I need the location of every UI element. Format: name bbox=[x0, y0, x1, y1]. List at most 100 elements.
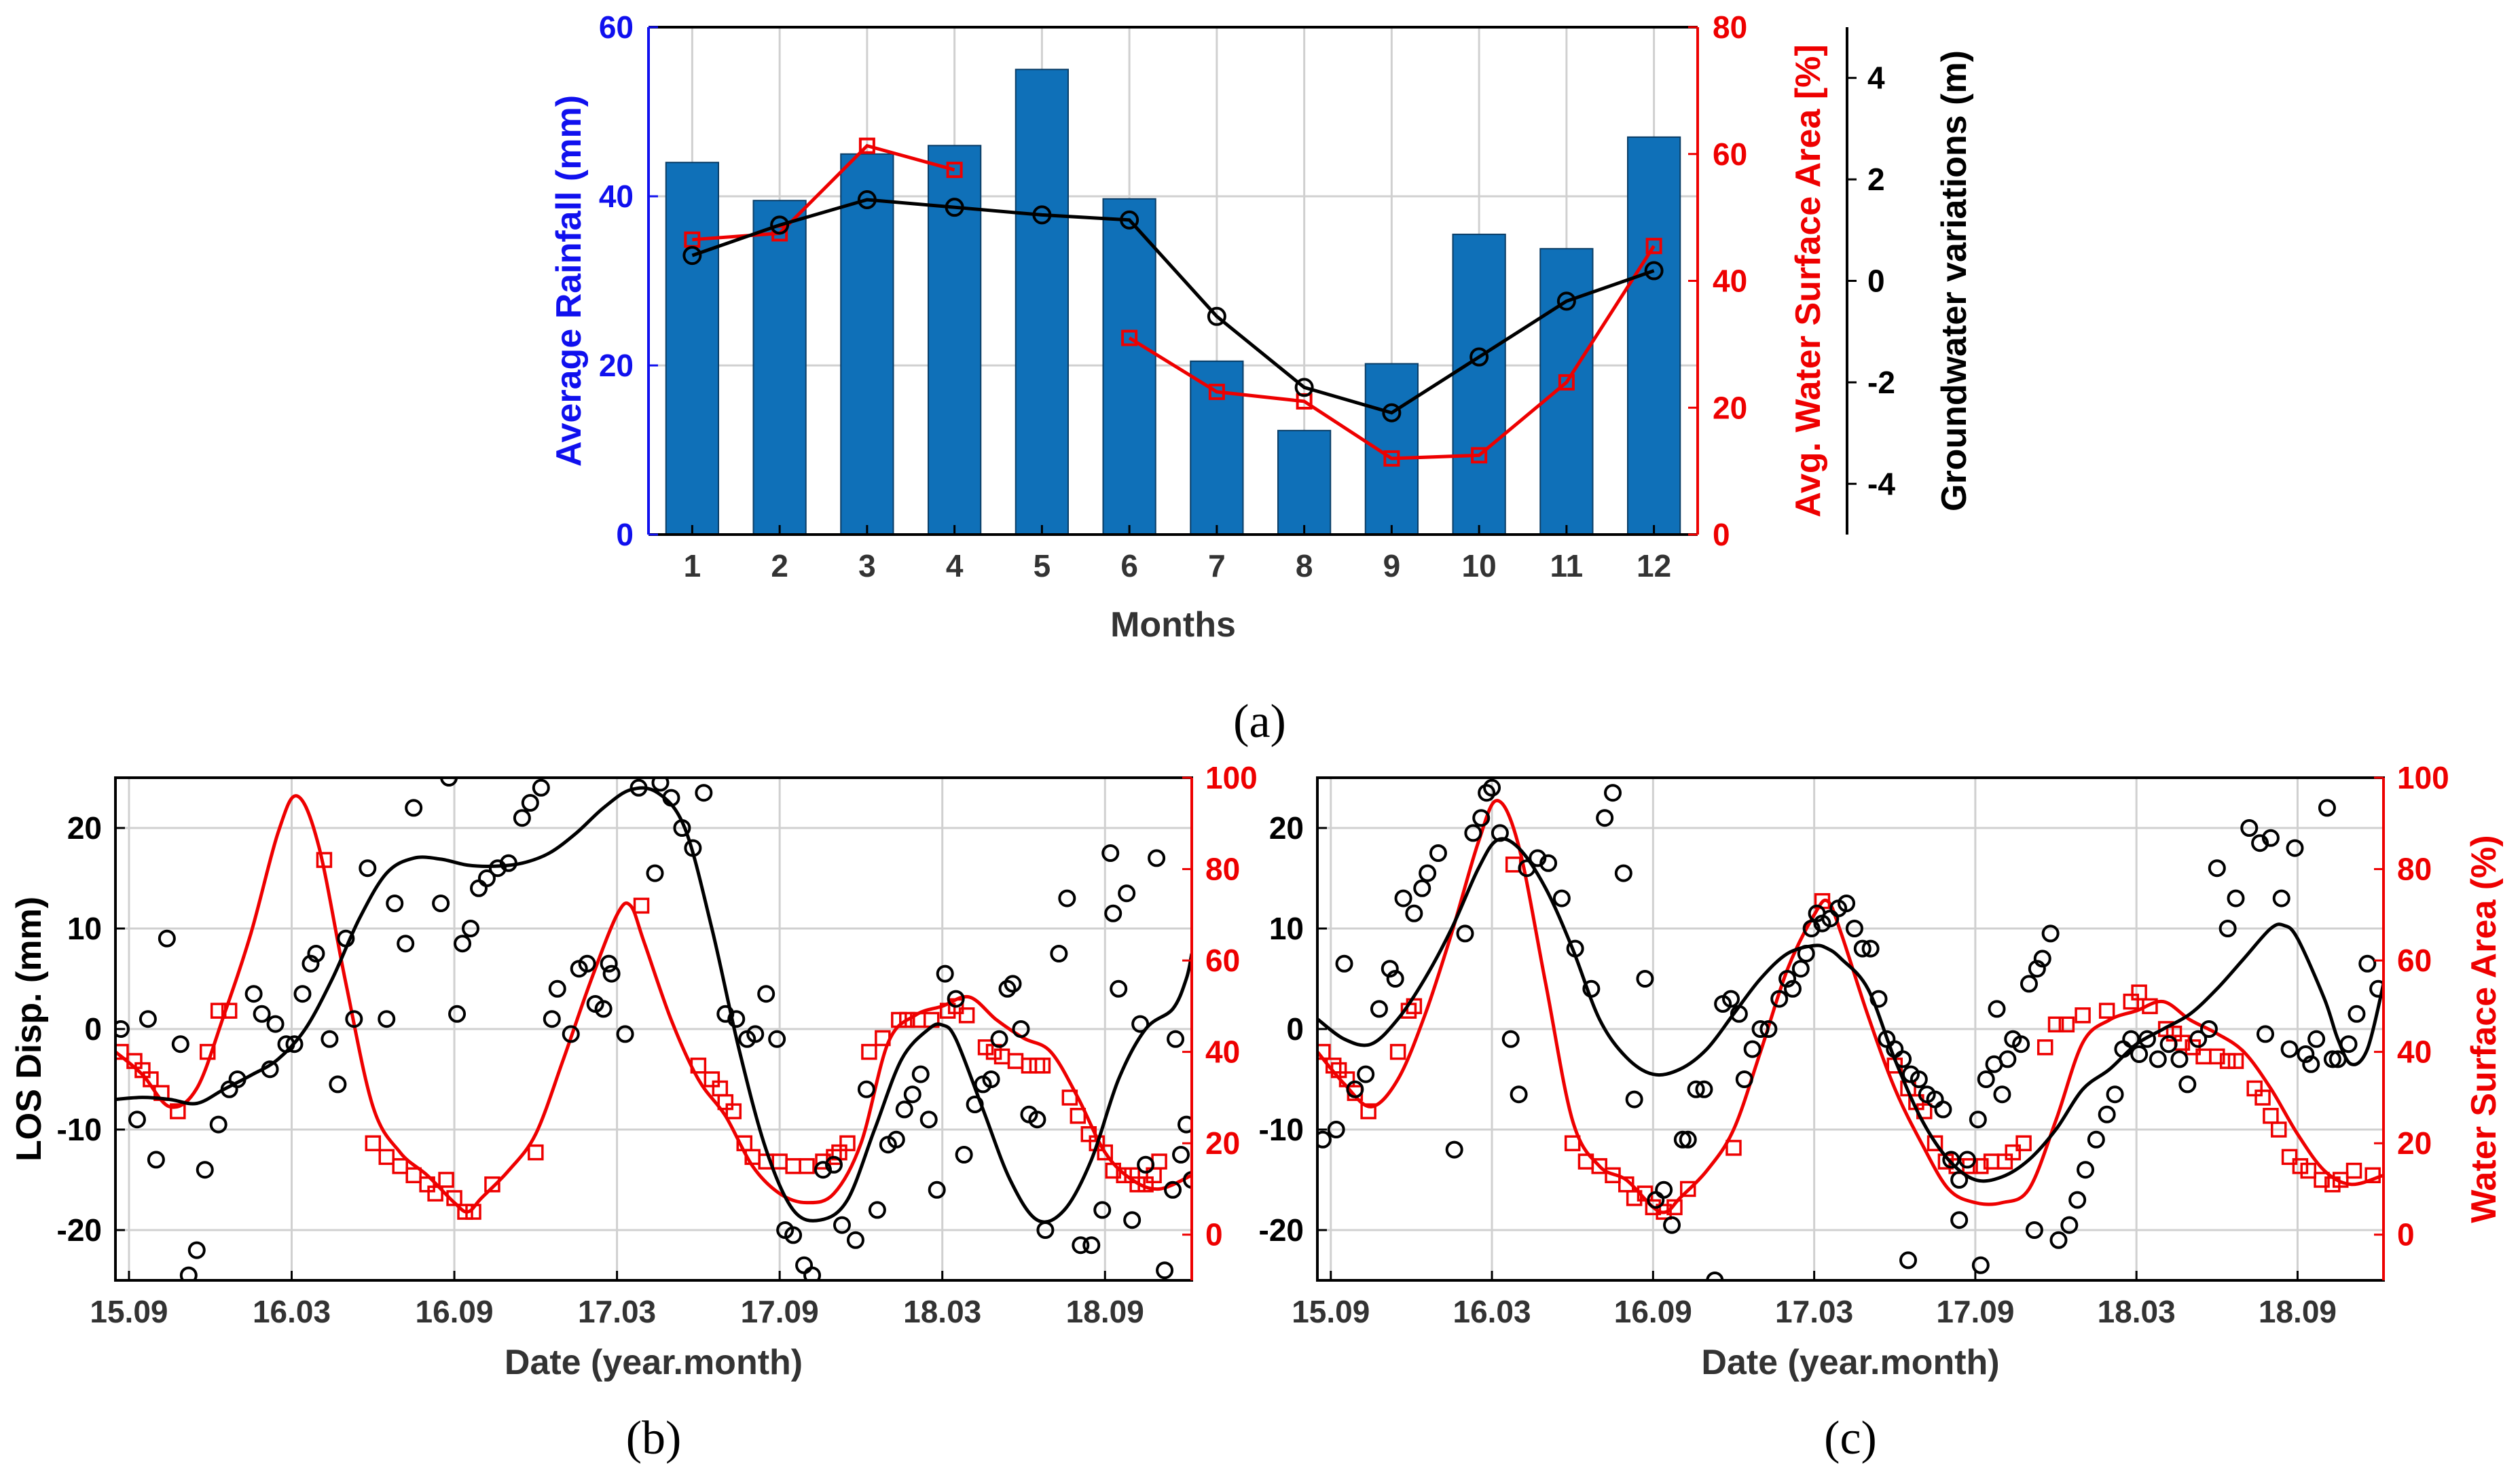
los-point bbox=[911, 1065, 930, 1083]
water-surface-marker bbox=[899, 1011, 915, 1028]
water-surface-marker bbox=[1645, 238, 1662, 255]
water-surface-marker bbox=[170, 1103, 186, 1119]
water-surface-marker bbox=[1129, 1176, 1146, 1193]
los-point bbox=[543, 1010, 561, 1028]
los-point bbox=[454, 935, 472, 953]
water-surface-marker bbox=[2047, 1016, 2064, 1033]
water-surface-marker bbox=[958, 1007, 975, 1024]
los-point bbox=[1164, 1180, 1182, 1199]
water-surface-marker bbox=[2058, 1016, 2075, 1033]
los-point bbox=[378, 1010, 396, 1028]
water-surface-marker bbox=[2142, 998, 2158, 1015]
los-point bbox=[1335, 954, 1353, 973]
water-surface-marker bbox=[725, 1103, 742, 1119]
water-surface-marker bbox=[143, 1071, 159, 1087]
los-point bbox=[1386, 970, 1404, 988]
water-surface-marker bbox=[2254, 1089, 2271, 1106]
water-surface-marker bbox=[2246, 1080, 2263, 1097]
water-surface-marker bbox=[799, 1158, 815, 1174]
water-surface-marker bbox=[891, 1011, 907, 1028]
los-point bbox=[1093, 1201, 1112, 1219]
los-point bbox=[1770, 990, 1789, 1008]
los-point bbox=[253, 1005, 271, 1023]
los-point bbox=[1456, 924, 1474, 943]
water-surface-marker bbox=[528, 1144, 544, 1161]
los-point bbox=[1478, 784, 1496, 802]
los-fit-curve bbox=[115, 786, 1192, 1224]
water-surface-marker bbox=[815, 1153, 831, 1170]
los-point bbox=[2256, 1025, 2274, 1043]
los-point bbox=[1791, 960, 1810, 978]
x-axis-label: Months bbox=[1110, 605, 1236, 645]
caption-c: (c) bbox=[1824, 1412, 1877, 1464]
los-point bbox=[594, 1000, 613, 1018]
los-point bbox=[955, 1146, 973, 1164]
los-point bbox=[990, 1030, 1008, 1048]
rainfall-bar-7 bbox=[1190, 360, 1244, 536]
los-point bbox=[1429, 844, 1447, 862]
los-point bbox=[928, 1180, 946, 1199]
los-point bbox=[814, 1161, 833, 1179]
water-surface-marker bbox=[1097, 1144, 1113, 1161]
left-tick-label: -10 bbox=[57, 1112, 102, 1147]
water-surface-marker bbox=[1558, 374, 1575, 391]
water-surface-marker bbox=[2324, 1176, 2341, 1193]
los-point bbox=[2178, 1075, 2197, 1094]
los-point bbox=[695, 784, 713, 802]
groundwater-line bbox=[691, 198, 1655, 415]
los-point bbox=[2280, 1040, 2299, 1058]
right-axis-label: Water Surface Area (%) bbox=[2464, 835, 2504, 1223]
los-point bbox=[578, 954, 596, 973]
los-point bbox=[1552, 889, 1571, 907]
los-point bbox=[746, 1025, 765, 1043]
x-tick-label: 9 bbox=[1383, 548, 1401, 583]
water-surface-marker bbox=[2219, 1053, 2236, 1069]
los-point bbox=[2318, 799, 2336, 817]
los-point bbox=[1327, 1121, 1345, 1138]
los-point bbox=[1838, 895, 1856, 912]
water-surface-marker bbox=[316, 852, 333, 868]
groundwater-marker bbox=[945, 198, 964, 217]
los-point bbox=[139, 1010, 157, 1028]
x-tick-label: 15.09 bbox=[1292, 1294, 1370, 1329]
water-surface-marker bbox=[1471, 447, 1488, 464]
los-point bbox=[1910, 1070, 1928, 1088]
los-point bbox=[397, 935, 415, 953]
panel-b-time-series: 15.09 16.03 16.09 17.03 17.09 18.03 18.09 -20 -1… bbox=[10, 760, 1258, 1464]
los-point bbox=[616, 1025, 634, 1043]
water-surface-marker bbox=[457, 1204, 473, 1220]
los-point bbox=[2159, 1035, 2178, 1053]
groundwater-marker bbox=[1207, 306, 1226, 326]
groundwater-marker bbox=[1556, 291, 1576, 311]
right-tick-label-water: 40 bbox=[1713, 264, 1747, 299]
right-tick-label: 100 bbox=[1205, 760, 1258, 795]
los-point bbox=[2033, 950, 2051, 968]
los-point bbox=[187, 1241, 206, 1259]
water-surface-marker bbox=[392, 1158, 408, 1174]
los-point bbox=[321, 1030, 339, 1048]
water-surface-marker bbox=[1061, 1089, 1078, 1106]
los-point bbox=[919, 1111, 938, 1129]
los-point bbox=[1655, 1180, 1673, 1199]
water-surface-marker bbox=[1029, 1058, 1046, 1074]
los-point bbox=[982, 1070, 1000, 1088]
los-point bbox=[1110, 979, 1128, 998]
rainfall-bar-3 bbox=[840, 153, 894, 535]
water-surface-curve bbox=[115, 794, 1192, 1214]
water-surface-marker bbox=[1317, 1043, 1331, 1060]
water-surface-marker bbox=[1325, 1058, 1342, 1074]
los-point bbox=[2199, 1020, 2218, 1038]
los-point bbox=[2170, 1050, 2189, 1068]
rainfall-bar-2 bbox=[752, 200, 807, 535]
los-point bbox=[2041, 924, 2060, 943]
groundwater-marker bbox=[1120, 210, 1139, 230]
right-tick-label-water: 80 bbox=[1713, 10, 1747, 45]
los-point bbox=[1156, 1261, 1174, 1280]
rainfall-bar-8 bbox=[1277, 429, 1332, 535]
water-surface-marker bbox=[1656, 1204, 1672, 1220]
los-point bbox=[2251, 834, 2269, 852]
los-point bbox=[562, 1025, 580, 1043]
x-tick-label: 16.03 bbox=[1453, 1294, 1531, 1329]
water-surface-marker bbox=[1021, 1058, 1038, 1074]
